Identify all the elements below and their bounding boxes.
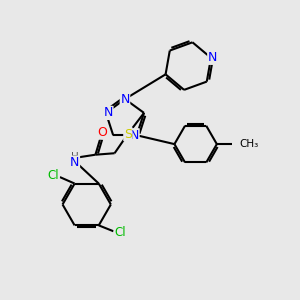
Text: Cl: Cl [48,169,59,182]
Text: S: S [124,128,132,141]
Text: O: O [97,126,107,139]
Text: H: H [71,152,79,162]
Text: N: N [120,93,130,106]
Text: N: N [130,129,139,142]
Text: N: N [208,51,217,64]
Text: N: N [103,106,113,119]
Text: N: N [70,156,80,169]
Text: CH₃: CH₃ [240,139,259,149]
Text: Cl: Cl [114,226,126,239]
